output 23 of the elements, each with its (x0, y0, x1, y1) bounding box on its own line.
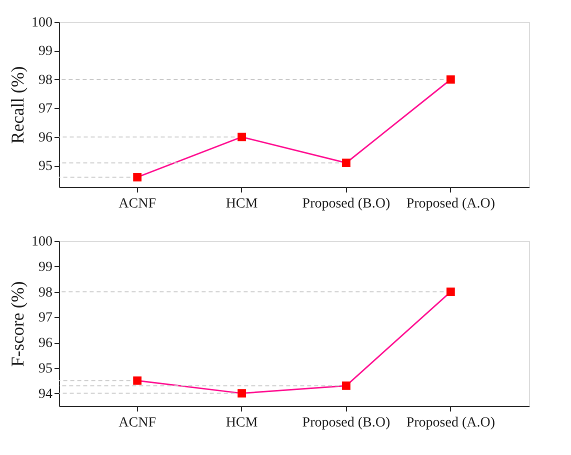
y-tick-label: 94 (38, 386, 52, 402)
x-tick-label: HCM (226, 416, 258, 430)
y-tick-label: 97 (38, 102, 52, 117)
y-tick-label: 97 (38, 310, 52, 326)
y-tick-label: 95 (38, 159, 52, 174)
y-axis-title: Recall (%) (8, 66, 28, 144)
y-axis-title: F-score (%) (8, 281, 28, 367)
y-tick-label: 99 (38, 44, 52, 60)
y-tick-label: 98 (38, 72, 52, 88)
x-tick-label: ACNF (118, 416, 156, 430)
y-tick-label: 98 (38, 285, 52, 300)
y-tick-label: 96 (38, 130, 52, 146)
x-tick-label: Proposed (B.O) (302, 196, 390, 212)
y-tick-label: 96 (38, 336, 52, 352)
x-tick-label: HCM (226, 196, 258, 212)
y-tick-label: 100 (32, 234, 52, 250)
x-tick-label: Proposed (B.O) (302, 416, 390, 430)
x-tick-label: Proposed (A.O) (406, 416, 496, 430)
y-tick-label: 95 (38, 361, 52, 376)
y-tick-label: 100 (32, 16, 52, 30)
x-tick-label: Proposed (A.O) (406, 196, 496, 212)
y-tick-label: 99 (38, 260, 52, 275)
x-tick-label: ACNF (118, 196, 156, 212)
